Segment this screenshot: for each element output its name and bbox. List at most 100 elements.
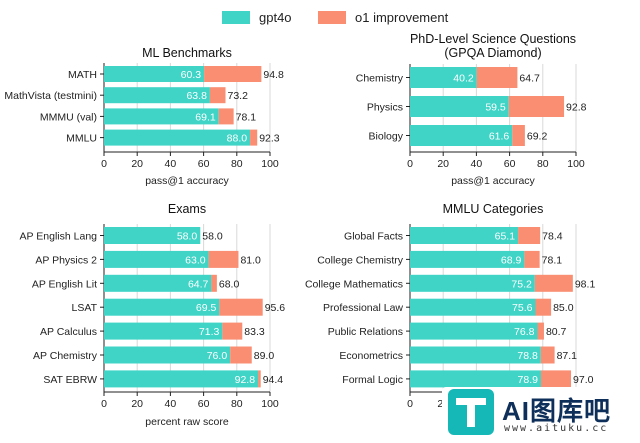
legend-label-improvement: o1 improvement <box>355 10 449 25</box>
value-label-gpt4o: 71.3 <box>199 326 220 338</box>
bar-o1-improvement <box>537 322 544 340</box>
x-tick-label: 60 <box>198 398 210 410</box>
value-label-o1: 85.0 <box>553 302 574 314</box>
value-label-o1: 95.6 <box>265 302 286 314</box>
chart-title: (GPQA Diamond) <box>444 46 541 60</box>
chart-panel-3: Exams 0 20 40 60 80 100 AP English Lang 58.0 58.0… <box>20 202 286 428</box>
value-label-gpt4o: 75.6 <box>512 302 533 314</box>
bar-o1-improvement <box>208 250 239 268</box>
value-label-gpt4o: 69.1 <box>195 111 216 123</box>
value-label-o1: 98.1 <box>575 278 596 290</box>
category-label: AP Chemistry <box>33 350 98 362</box>
chart-title: PhD-Level Science Questions <box>410 32 576 46</box>
value-label-o1: 97.0 <box>573 374 594 386</box>
value-label-gpt4o: 63.0 <box>185 254 206 266</box>
chart-panel-1: ML Benchmarks 0 20 40 60 80 100 MATH 60.3 94.8 Mat… <box>4 46 284 187</box>
category-label: College Chemistry <box>317 254 404 266</box>
bar-gpt4o <box>410 125 513 146</box>
x-tick-label: 0 <box>101 398 107 410</box>
value-label-o1: 80.7 <box>546 326 567 338</box>
x-tick-label: 20 <box>131 158 143 170</box>
bar-gpt4o <box>410 67 477 88</box>
bar-gpt4o <box>410 322 538 340</box>
x-tick-label: 20 <box>437 158 449 170</box>
x-tick-label: 60 <box>504 158 516 170</box>
category-label: Formal Logic <box>342 374 403 386</box>
value-label-o1: 92.3 <box>259 133 280 145</box>
bar-o1-improvement <box>540 346 555 364</box>
bar-gpt4o <box>410 274 535 292</box>
value-label-o1: 69.2 <box>527 131 548 143</box>
value-label-o1: 87.1 <box>557 350 578 362</box>
category-label: College Mathematics <box>305 278 403 290</box>
watermark-text: AI图库吧 <box>502 396 612 426</box>
bar-o1-improvement <box>476 67 518 88</box>
x-axis-label: pass@1 accuracy <box>451 175 535 187</box>
bar-gpt4o <box>410 346 541 364</box>
bar-o1-improvement <box>540 370 572 388</box>
value-label-gpt4o: 76.0 <box>207 350 228 362</box>
category-label: Public Relations <box>328 326 403 338</box>
bar-o1-improvement <box>512 125 525 146</box>
x-tick-label: 80 <box>231 158 243 170</box>
category-label: Global Facts <box>344 231 403 243</box>
value-label-o1: 58.0 <box>202 231 223 243</box>
value-label-o1: 64.7 <box>519 73 540 85</box>
bar-gpt4o <box>104 66 205 82</box>
x-tick-label: 20 <box>131 398 143 410</box>
value-label-gpt4o: 61.6 <box>489 131 510 143</box>
bar-gpt4o <box>104 370 259 388</box>
value-label-gpt4o: 58.0 <box>177 231 198 243</box>
x-tick-label: 80 <box>537 158 549 170</box>
value-label-o1: 68.0 <box>219 278 240 290</box>
bar-o1-improvement <box>209 87 226 104</box>
value-label-gpt4o: 78.9 <box>518 374 539 386</box>
value-label-gpt4o: 76.8 <box>514 326 535 338</box>
x-axis-label: pass@1 accuracy <box>145 175 229 187</box>
bar-o1-improvement <box>222 322 243 340</box>
chart-panel-2: PhD-Level Science Questions(GPQA Diamond… <box>356 32 587 187</box>
chart-title: Exams <box>168 202 206 216</box>
x-tick-label: 100 <box>261 158 279 170</box>
x-tick-label: 80 <box>231 398 243 410</box>
value-label-o1: 94.4 <box>263 374 284 386</box>
legend: gpt4o o1 improvement <box>222 10 449 25</box>
value-label-gpt4o: 75.2 <box>511 278 532 290</box>
value-label-o1: 81.0 <box>240 254 261 266</box>
x-tick-label: 100 <box>261 398 279 410</box>
value-label-gpt4o: 60.3 <box>181 69 202 81</box>
bar-gpt4o <box>104 274 212 292</box>
value-label-o1: 83.3 <box>244 326 265 338</box>
value-label-gpt4o: 78.8 <box>517 350 538 362</box>
bar-gpt4o <box>104 322 223 340</box>
x-axis-label: percent raw score <box>145 416 229 428</box>
category-label: MathVista (testmini) <box>4 90 97 102</box>
legend-swatch-improvement <box>318 11 346 24</box>
category-label: AP Calculus <box>40 326 97 338</box>
bar-o1-improvement <box>204 66 262 82</box>
x-tick-label: 40 <box>471 158 483 170</box>
legend-swatch-gpt4o <box>222 11 250 24</box>
category-label: Physics <box>367 102 403 114</box>
chart-title: MMLU Categories <box>443 202 544 216</box>
category-label: AP Physics 2 <box>35 254 97 266</box>
value-label-o1: 78.4 <box>542 231 563 243</box>
category-label: LSAT <box>72 302 98 314</box>
value-label-o1: 78.1 <box>236 111 257 123</box>
bar-o1-improvement <box>535 298 552 316</box>
bar-gpt4o <box>104 298 220 316</box>
value-label-o1: 89.0 <box>254 350 275 362</box>
x-tick-label: 0 <box>407 398 413 410</box>
bar-gpt4o <box>104 227 201 244</box>
value-label-gpt4o: 63.8 <box>186 90 207 102</box>
value-label-gpt4o: 59.5 <box>485 102 506 114</box>
watermark-logo-icon <box>448 389 494 435</box>
category-label: MATH <box>68 69 97 81</box>
category-label: Biology <box>369 131 404 143</box>
value-label-o1: 78.1 <box>542 254 563 266</box>
x-tick-label: 0 <box>101 158 107 170</box>
x-tick-label: 40 <box>165 158 177 170</box>
bar-gpt4o <box>410 250 525 268</box>
category-label: SAT EBRW <box>43 374 97 386</box>
